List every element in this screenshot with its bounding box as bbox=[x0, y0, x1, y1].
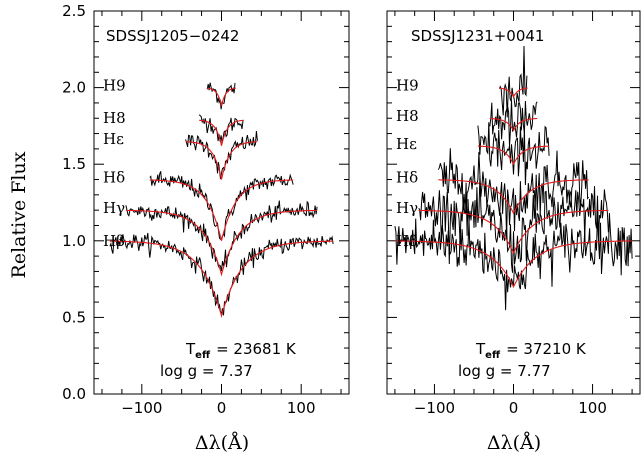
observed-spectrum-2 bbox=[477, 122, 550, 186]
line-label-4: Hγ bbox=[396, 199, 418, 217]
model-fit-1 bbox=[199, 119, 244, 146]
line-label-2: Hε bbox=[103, 130, 124, 148]
svg-text:Δλ(Å): Δλ(Å) bbox=[487, 432, 541, 454]
model-fit-2 bbox=[185, 141, 258, 180]
panel-plot-group: −100 0 100 H9 H8 Hε Hδ Hγ Hβ bbox=[387, 10, 640, 417]
panel-plot-group: 0.0 0.5 1.0 1.5 2.0 2.5 −100 0 100 H9 H8 Hε Hδ Hγ Hβ bbox=[62, 2, 349, 417]
x-tick-label: 0 bbox=[509, 399, 519, 417]
model-fit-5 bbox=[109, 240, 334, 319]
line-label-0: H9 bbox=[396, 77, 419, 95]
model-fit-1 bbox=[489, 117, 538, 132]
x-tick-label: 100 bbox=[578, 399, 607, 417]
logg-readout: log g = 7.37 bbox=[160, 362, 253, 380]
y-tick-label: 1.0 bbox=[62, 232, 86, 250]
line-label-0: H9 bbox=[103, 77, 126, 95]
line-label-4: Hγ bbox=[103, 199, 125, 217]
panel-right: −100 0 100 H9 H8 Hε Hδ Hγ Hβ SDSSJ1231+0041 Teff… bbox=[386, 10, 641, 454]
x-tick-label: −100 bbox=[414, 399, 455, 417]
model-fit-0 bbox=[207, 87, 236, 107]
y-axis-title: Relative Flux bbox=[8, 151, 30, 278]
model-fit-4 bbox=[418, 209, 609, 255]
teff-readout: Teff = 23681 K bbox=[185, 340, 297, 361]
panel-title: SDSSJ1205−0242 bbox=[106, 27, 239, 45]
observed-spectrum-5 bbox=[109, 232, 334, 316]
observed-spectrum-1 bbox=[489, 99, 538, 147]
x-axis-title: Δλ(Å) bbox=[487, 432, 541, 454]
y-tick-label: 0.0 bbox=[62, 385, 86, 403]
panel-frame bbox=[386, 10, 641, 395]
x-tick-label: 0 bbox=[217, 399, 227, 417]
y-tick-label: 0.5 bbox=[62, 308, 86, 326]
observed-spectrum-2 bbox=[185, 130, 258, 180]
panel-title: SDSSJ1231+0041 bbox=[411, 27, 544, 45]
observed-spectrum-4 bbox=[418, 176, 609, 273]
model-fit-5 bbox=[394, 240, 633, 289]
y-tick-label: 2.0 bbox=[62, 79, 86, 97]
x-axis-title: Δλ(Å) bbox=[195, 432, 249, 454]
line-label-3: Hδ bbox=[103, 169, 125, 187]
line-label-3: Hδ bbox=[396, 169, 418, 187]
panel-frame bbox=[93, 10, 350, 395]
model-fit-4 bbox=[125, 209, 318, 277]
line-label-1: H8 bbox=[396, 107, 419, 125]
line-label-2: Hε bbox=[396, 135, 417, 153]
model-fit-0 bbox=[499, 87, 528, 98]
model-fit-3 bbox=[438, 179, 589, 215]
y-tick-label: 2.5 bbox=[62, 2, 86, 20]
x-tick-label: 100 bbox=[287, 399, 316, 417]
observed-spectrum-0 bbox=[498, 45, 528, 118]
observed-spectrum-1 bbox=[198, 114, 244, 143]
x-tick-label: −100 bbox=[121, 399, 162, 417]
logg-readout: log g = 7.77 bbox=[458, 362, 551, 380]
model-fit-2 bbox=[477, 145, 550, 166]
panel-left: 0.0 0.5 1.0 1.5 2.0 2.5 −100 0 100 H9 H8 Hε Hδ Hγ Hβ S… bbox=[62, 2, 350, 454]
y-tick-label: 1.5 bbox=[62, 155, 86, 173]
model-fit-3 bbox=[149, 179, 294, 241]
line-label-1: H8 bbox=[103, 109, 126, 127]
svg-text:Δλ(Å): Δλ(Å) bbox=[195, 432, 249, 454]
line-label-5: Hβ bbox=[396, 232, 418, 250]
teff-readout: Teff = 37210 K bbox=[475, 340, 587, 361]
line-label-5: Hβ bbox=[103, 232, 125, 250]
